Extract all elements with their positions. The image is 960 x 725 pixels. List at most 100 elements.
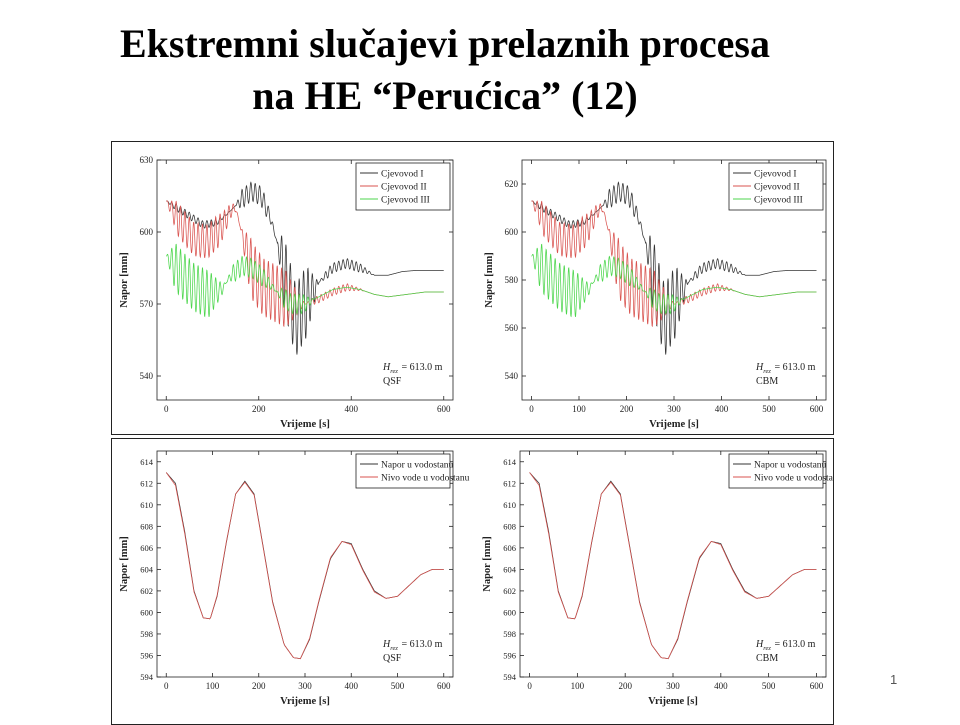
legend-entry: Cjevovod I <box>754 170 796 180</box>
x-axis-label: Vrijeme [s] <box>280 696 330 707</box>
x-axis-label: Vrijeme [s] <box>648 696 698 707</box>
plot-frame <box>156 159 454 401</box>
y-tick-label: 596 <box>503 650 516 660</box>
chart-4: 594 596 598 600 602 604 606 608 610 612 614 0 100 200… <box>482 450 833 707</box>
x-axis-label: Vrijeme [s] <box>280 419 330 430</box>
title-line-1: Ekstremni slučajevi prelaznih procesa <box>120 21 770 66</box>
x-tick-label: 500 <box>762 681 776 691</box>
y-tick-label: 620 <box>505 179 519 189</box>
y-tick-label: 614 <box>503 457 517 467</box>
series-line-3 <box>531 243 817 318</box>
x-tick-label: 400 <box>715 404 729 414</box>
title-line-2: na HE “Perućica” (12) <box>252 73 638 118</box>
y-tick-label: 602 <box>503 586 516 596</box>
legend: Napor u vodostanu Nivo vode u vodostanu <box>728 453 833 489</box>
annotation-value: = 613.0 m <box>399 639 443 650</box>
annotation-sub: rez <box>763 645 771 652</box>
x-tick-label: 200 <box>252 404 266 414</box>
annotation-h: H <box>755 362 764 373</box>
page-number: 1 <box>890 672 898 687</box>
y-tick-label: 570 <box>140 299 154 309</box>
y-tick-label: 614 <box>140 457 154 467</box>
y-tick-label: 604 <box>503 564 517 574</box>
y-tick-label: 612 <box>503 478 516 488</box>
annotation-h: H <box>382 362 391 373</box>
annotation-h-value: Hrez = 613.0 m <box>755 362 816 375</box>
y-tick-label: 598 <box>503 629 516 639</box>
annotation-h-value: Hrez = 613.0 m <box>755 639 816 652</box>
annotation-method: QSF <box>383 376 402 387</box>
legend-entry: Nivo vode u vodostanu <box>754 474 833 484</box>
chart-2: 540 560 580 600 620 0 100 200 300 400 500 600 Vrijem… <box>484 159 827 430</box>
legend: Cjevovod I Cjevovod II Cjevovod III <box>728 162 824 211</box>
y-tick-label: 630 <box>140 155 154 165</box>
y-axis-label: Napor [mm] <box>119 536 130 592</box>
x-tick-label: 200 <box>618 681 632 691</box>
annotation-value: = 613.0 m <box>772 639 816 650</box>
x-tick-label: 0 <box>164 681 169 691</box>
annotation-h: H <box>755 639 764 650</box>
y-tick-label: 598 <box>140 629 153 639</box>
annotation-h-value: Hrez = 613.0 m <box>382 639 443 652</box>
y-tick-label: 594 <box>140 672 154 682</box>
y-tick-label: 606 <box>140 543 153 553</box>
legend-entry: Napor u vodostanu <box>381 461 454 471</box>
y-tick-label: 606 <box>503 543 516 553</box>
x-tick-label: 600 <box>810 404 824 414</box>
legend-box <box>355 453 451 489</box>
legend-entry: Cjevovod II <box>381 183 427 193</box>
annotation-value: = 613.0 m <box>772 362 816 373</box>
legend-entry: Cjevovod I <box>381 170 423 180</box>
annotation-method: CBM <box>756 653 778 664</box>
y-axis-label: Napor [mm] <box>484 252 495 308</box>
x-tick-label: 0 <box>164 404 169 414</box>
y-axis-label: Napor [mm] <box>119 252 130 308</box>
x-tick-label: 300 <box>667 404 681 414</box>
annotation-value: = 613.0 m <box>399 362 443 373</box>
y-tick-label: 600 <box>140 227 154 237</box>
y-tick-label: 580 <box>505 275 519 285</box>
y-tick-label: 594 <box>503 672 517 682</box>
annotation-h: H <box>382 639 391 650</box>
series-line-3 <box>166 243 444 318</box>
top-charts-svg: 540 570 600 630 0 200 400 600 Vrijeme [s] Napor [… <box>119 155 827 430</box>
annotation-method: CBM <box>756 376 778 387</box>
annotation-sub: rez <box>763 368 771 375</box>
x-tick-label: 400 <box>345 404 359 414</box>
legend-entry: Cjevovod III <box>381 196 430 206</box>
y-tick-label: 612 <box>140 478 153 488</box>
y-tick-label: 600 <box>505 227 519 237</box>
x-tick-label: 300 <box>666 681 680 691</box>
legend-entry: Cjevovod II <box>754 183 800 193</box>
x-tick-label: 400 <box>714 681 728 691</box>
x-tick-label: 500 <box>391 681 405 691</box>
legend-entry: Napor u vodostanu <box>754 461 827 471</box>
top-charts-panel: 540 570 600 630 0 200 400 600 Vrijeme [s] Napor [… <box>111 141 834 435</box>
bottom-charts-panel: 594 596 598 600 602 604 606 608 610 612 614 0 100 200… <box>111 438 834 725</box>
x-tick-label: 500 <box>762 404 776 414</box>
x-tick-label: 600 <box>437 681 451 691</box>
x-tick-label: 600 <box>810 681 824 691</box>
legend-entry: Nivo vode u vodostanu <box>381 474 470 484</box>
x-tick-label: 100 <box>571 681 585 691</box>
y-tick-label: 604 <box>140 564 154 574</box>
chart-1: 540 570 600 630 0 200 400 600 Vrijeme [s] Napor [… <box>119 155 454 430</box>
x-tick-label: 100 <box>572 404 586 414</box>
y-axis-label: Napor [mm] <box>482 536 493 592</box>
legend-box <box>728 453 824 489</box>
annotation-h-value: Hrez = 613.0 m <box>382 362 443 375</box>
bottom-charts-svg: 594 596 598 600 602 604 606 608 610 612 614 0 100 200… <box>119 450 833 707</box>
x-tick-label: 600 <box>437 404 451 414</box>
series-line-1 <box>531 181 817 355</box>
x-tick-label: 0 <box>527 681 532 691</box>
legend: Napor u vodostanu Nivo vode u vodostanu <box>355 453 470 489</box>
series-line-1 <box>166 181 444 355</box>
x-tick-label: 400 <box>345 681 359 691</box>
x-tick-label: 200 <box>620 404 634 414</box>
legend: Cjevovod I Cjevovod II Cjevovod III <box>355 162 451 211</box>
x-axis-label: Vrijeme [s] <box>649 419 699 430</box>
y-tick-label: 600 <box>503 607 516 617</box>
annotation-sub: rez <box>390 645 398 652</box>
y-tick-label: 596 <box>140 650 153 660</box>
x-tick-label: 200 <box>252 681 266 691</box>
